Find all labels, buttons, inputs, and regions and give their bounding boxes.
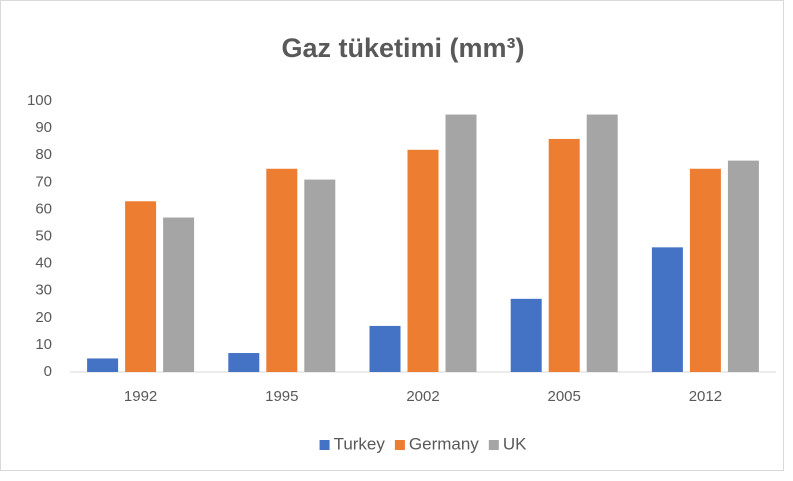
x-tick-label: 2005 <box>548 388 581 405</box>
y-tick-label: 70 <box>35 173 52 190</box>
bar <box>651 247 683 372</box>
x-tick-label: 1995 <box>265 388 298 405</box>
legend-label: Turkey <box>334 434 386 453</box>
bar <box>266 168 298 372</box>
bar <box>304 179 336 372</box>
x-tick-label: 2012 <box>689 388 722 405</box>
y-tick-label: 60 <box>35 200 52 217</box>
bar <box>689 168 721 372</box>
bar <box>87 358 119 372</box>
y-tick-label: 10 <box>35 336 52 353</box>
bar <box>510 298 542 372</box>
legend-swatch <box>319 440 330 450</box>
y-tick-label: 20 <box>35 309 52 326</box>
bar <box>407 149 439 372</box>
bar <box>228 353 260 372</box>
chart-frame <box>0 0 784 471</box>
y-tick-label: 100 <box>27 92 52 109</box>
legend-label: Germany <box>409 434 479 453</box>
bar <box>445 114 477 373</box>
y-tick-label: 40 <box>35 255 52 272</box>
legend-swatch <box>394 440 405 450</box>
bar <box>727 160 759 372</box>
y-tick-label: 30 <box>35 282 52 299</box>
bar <box>163 217 195 372</box>
x-tick-label: 1992 <box>124 388 157 405</box>
y-tick-label: 50 <box>35 227 52 244</box>
bar <box>369 325 401 372</box>
y-tick-label: 90 <box>35 119 52 136</box>
y-tick-label: 0 <box>44 363 52 380</box>
y-tick-label: 80 <box>35 146 52 163</box>
bar <box>548 138 580 372</box>
bar <box>586 114 618 373</box>
x-tick-label: 2002 <box>406 388 439 405</box>
chart-title: Gaz tüketimi (mm³) <box>281 33 524 63</box>
legend-swatch <box>488 440 499 450</box>
bar <box>125 201 157 372</box>
legend-label: UK <box>503 434 527 453</box>
